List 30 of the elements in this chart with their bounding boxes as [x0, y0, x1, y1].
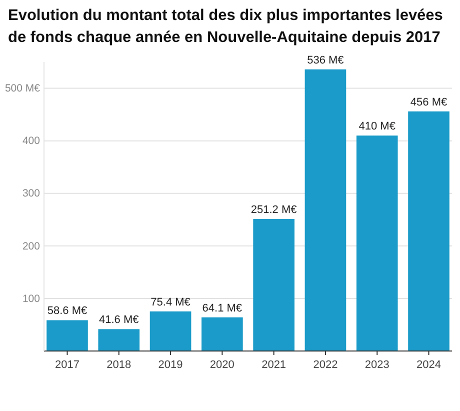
x-tick-label: 2022: [313, 359, 338, 371]
y-tick-label: 100: [22, 292, 40, 305]
bar: [304, 69, 346, 351]
bar: [98, 329, 140, 351]
y-tick-label: 500 M€: [4, 82, 40, 95]
x-tick-label: 2020: [210, 359, 234, 371]
data-label: 58.6 M€: [47, 305, 88, 318]
data-label: 64.1 M€: [202, 302, 242, 314]
y-tick-label: 400: [22, 135, 40, 148]
x-tick-label: 2024: [416, 359, 441, 371]
bar: [356, 136, 398, 351]
x-tick-label: 2023: [364, 359, 390, 371]
data-label: 536 M€: [307, 54, 344, 66]
x-tick-label: 2021: [262, 359, 286, 371]
bar: [253, 219, 294, 351]
y-tick-label: 300: [22, 188, 40, 200]
data-label: 456 M€: [410, 96, 448, 108]
x-tick-label: 2019: [158, 359, 183, 371]
y-tick-label: 200: [22, 240, 40, 252]
bar: [46, 320, 88, 351]
data-label: 410 M€: [358, 120, 396, 133]
bar: [150, 311, 192, 351]
x-tick-label: 2017: [55, 359, 80, 371]
chart-title: Evolution du montant total des dix plus importantes levées de fonds chaque année en Nouvelle-Aquitaine depuis 2017: [8, 7, 443, 46]
data-label: 251.2 M€: [250, 204, 297, 216]
data-label: 75.4 M€: [150, 296, 190, 308]
data-label: 41.6 M€: [99, 314, 139, 326]
bar: [408, 111, 450, 351]
bar: [202, 317, 243, 351]
x-tick-label: 2018: [106, 359, 132, 371]
